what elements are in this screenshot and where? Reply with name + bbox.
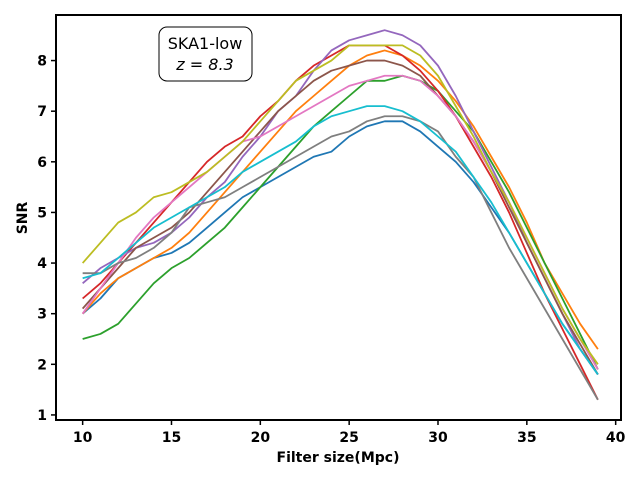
x-tick-label: 40 bbox=[606, 430, 626, 446]
x-tick-label: 15 bbox=[162, 430, 181, 446]
series-line-c1 bbox=[81, 49, 599, 350]
y-tick-label: 3 bbox=[37, 307, 47, 323]
axis-layer: 10 15 20 25 30 35 40 1 2 3 4 5 6 7 8 bbox=[37, 54, 625, 446]
series-line-c2 bbox=[82, 74, 599, 370]
y-tick-label: 5 bbox=[37, 205, 47, 221]
x-tick-label: 30 bbox=[428, 430, 448, 446]
y-axis-label: SNR bbox=[15, 201, 31, 234]
annotation-redshift: z = 8.3 bbox=[175, 55, 233, 74]
y-tick-label: 7 bbox=[37, 104, 47, 120]
y-tick-label: 8 bbox=[37, 54, 47, 70]
x-tick-label: 20 bbox=[251, 430, 271, 446]
series-line-c9 bbox=[82, 105, 599, 375]
series-layer bbox=[81, 29, 599, 401]
y-tick-label: 1 bbox=[37, 408, 47, 424]
series-line-c8 bbox=[81, 44, 599, 365]
x-axis-label: Filter size(Mpc) bbox=[277, 450, 400, 466]
annotation-box: SKA1-low z = 8.3 bbox=[158, 26, 253, 82]
series-line-c7 bbox=[82, 115, 599, 401]
x-tick-label: 25 bbox=[339, 430, 358, 446]
plot-frame bbox=[55, 14, 622, 421]
x-tick-label: 10 bbox=[73, 430, 93, 446]
y-tick-label: 6 bbox=[37, 155, 47, 171]
x-tick-label: 35 bbox=[517, 430, 536, 446]
annotation-title: SKA1-low bbox=[168, 34, 243, 53]
series-line-c5 bbox=[81, 59, 599, 375]
y-tick-label: 2 bbox=[37, 357, 47, 373]
y-tick-label: 4 bbox=[37, 256, 47, 272]
